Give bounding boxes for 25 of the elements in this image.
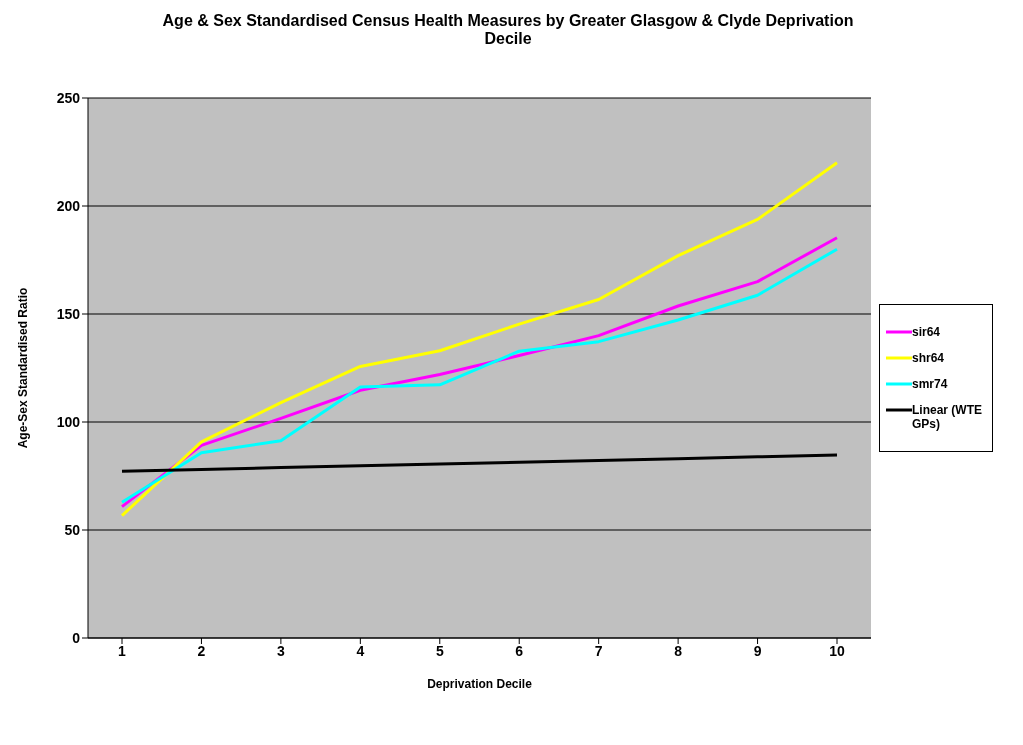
x-tick-label: 2	[197, 642, 206, 659]
x-tick-label: 5	[435, 642, 444, 659]
legend-label: smr74	[912, 377, 948, 391]
x-tick-label: 4	[356, 642, 365, 659]
x-tick-label: 9	[753, 642, 762, 659]
line-series	[120, 453, 839, 473]
y-axis-title: Age-Sex Standardised Ratio	[16, 287, 31, 449]
y-tick-label: 100	[56, 413, 81, 430]
y-tick-label: 150	[56, 305, 81, 322]
x-axis-title: Deprivation Decile	[427, 677, 533, 691]
x-tick-label: 8	[674, 642, 683, 659]
legend-label: shr64	[912, 351, 945, 365]
x-tick-label: 7	[594, 642, 603, 659]
x-tick-label: 10	[829, 642, 845, 659]
line-series	[120, 161, 839, 518]
y-tick-label: 0	[72, 629, 81, 646]
chart-title: Age & Sex Standardised Census Health Measures by Greater Glasgow & Clyde Deprivation Decile	[161, 12, 855, 48]
legend-label: sir64	[912, 325, 941, 339]
y-tick-label: 250	[56, 89, 81, 106]
legend-label: Linear (WTE GPs)	[912, 403, 983, 431]
x-tick-label: 6	[515, 642, 524, 659]
x-tick-label: 3	[276, 642, 285, 659]
y-tick-label: 200	[56, 197, 81, 214]
y-tick-label: 50	[64, 521, 81, 538]
x-tick-label: 1	[118, 642, 127, 659]
